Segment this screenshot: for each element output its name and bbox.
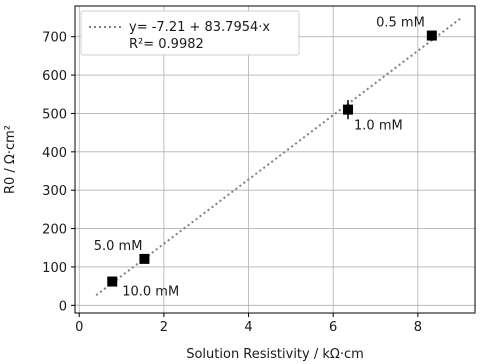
plot-frame <box>74 5 476 314</box>
y-tick-label: 300 <box>42 184 67 199</box>
x-tick-label: 8 <box>414 320 422 335</box>
y-tick-label: 700 <box>42 31 67 46</box>
y-tick-label: 400 <box>42 146 67 161</box>
legend-r-squared: R²= 0.9982 <box>129 37 204 52</box>
x-tick-label: 0 <box>75 320 83 335</box>
data-point <box>426 30 437 41</box>
legend-equation: y= -7.21 + 83.7954·x <box>129 20 270 35</box>
y-tick-label: 600 <box>42 69 67 84</box>
point-label: 5.0 mM <box>94 239 143 254</box>
data-point <box>139 253 150 264</box>
ticks: 0 2 4 6 8 0 100 200 300 400 500 600 700 <box>42 31 422 335</box>
x-tick-label: 2 <box>160 320 168 335</box>
y-tick-label: 200 <box>42 223 67 238</box>
y-tick-label: 500 <box>42 107 67 122</box>
y-tick-label: 0 <box>59 299 67 314</box>
point-annotations: 0.5 mM 1.0 mM 5.0 mM 10.0 mM <box>94 16 425 300</box>
y-axis-label: R0 / Ω·cm² <box>3 125 18 194</box>
x-tick-label: 4 <box>244 320 252 335</box>
data-points <box>107 30 437 287</box>
x-axis-label: Solution Resistivity / kΩ·cm <box>186 347 364 362</box>
data-point <box>107 276 118 287</box>
legend-box <box>80 10 300 56</box>
point-label: 1.0 mM <box>354 119 403 134</box>
data-point <box>343 104 354 115</box>
legend: y= -7.21 + 83.7954·x R²= 0.9982 <box>80 10 300 56</box>
fit-line <box>95 17 461 297</box>
fit-line-path <box>95 17 461 297</box>
point-label: 0.5 mM <box>376 16 425 31</box>
x-tick-label: 6 <box>329 320 337 335</box>
point-label: 10.0 mM <box>122 285 179 300</box>
y-tick-label: 100 <box>42 261 67 276</box>
